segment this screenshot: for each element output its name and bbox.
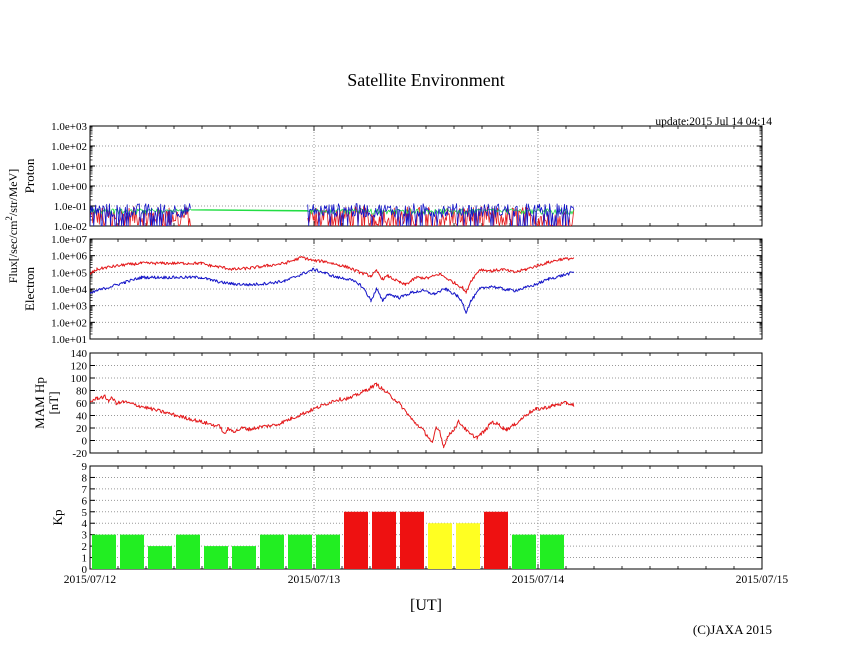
kp-bar (176, 534, 200, 569)
y-tick-label: 6 (82, 495, 88, 507)
plot-area (90, 203, 575, 226)
y-tick-label: 1.0e+01 (51, 161, 87, 173)
y-tick-label: 1.0e+03 (51, 301, 87, 313)
y-tick-label: 1.0e+03 (51, 121, 87, 133)
x-tick-label: 2015/07/13 (288, 574, 341, 586)
y-tick-label: 1.0e+02 (51, 141, 87, 153)
y-tick-label: 40 (76, 411, 88, 423)
y-tick-label: 4 (82, 518, 88, 530)
chart-title: Satellite Environment (347, 70, 504, 90)
x-axis-label: [UT] (410, 597, 442, 614)
x-tick-label: 2015/07/12 (64, 574, 117, 586)
kp-bar (540, 534, 564, 569)
kp-bar (512, 534, 536, 569)
y-tick-label: 1.0e+06 (51, 251, 87, 263)
update-timestamp: update:2015 Jul 14 04:14 (655, 116, 772, 128)
kp-bar (232, 546, 256, 569)
y-tick-label: 0 (82, 564, 88, 576)
panels-group: 1.0e-021.0e-011.0e+001.0e+011.0e+021.0e+… (22, 121, 788, 586)
y-tick-label: 0 (82, 436, 88, 448)
y-tick-label: 1.0e-02 (54, 221, 87, 233)
y-tick-label: 60 (76, 398, 88, 410)
y-tick-label: 1.0e+02 (51, 317, 87, 329)
kp-bar (428, 523, 452, 569)
y-tick-label: 1.0e+01 (51, 334, 87, 346)
y-tick-label: 1.0e+00 (51, 181, 87, 193)
y-tick-label: 5 (82, 507, 88, 519)
x-tick-label: 2015/07/15 (736, 574, 789, 586)
copyright: (C)JAXA 2015 (693, 622, 772, 637)
shared-y-label: Flux[/sec/cm2/str/MeV] (4, 169, 20, 283)
y-tick-label: 1.0e+07 (51, 234, 87, 246)
y-tick-label: 1 (82, 553, 88, 565)
y-axis-label: MAM Hp (32, 377, 47, 429)
panel-electron: 1.0e+01 1.0e+02 1.0e+03 1.0e+04 1.0e+05 1.0e+… (22, 234, 763, 346)
y-axis-label: Proton (22, 158, 37, 193)
y-axis-label: Kp (50, 510, 65, 526)
kp-bar (456, 523, 480, 569)
kp-bar (204, 546, 228, 569)
y-tick-label: 100 (71, 373, 88, 385)
y-tick-label: 9 (82, 461, 88, 473)
kp-bar (372, 511, 396, 569)
kp-bar (148, 546, 172, 569)
series-line-red (90, 382, 575, 449)
y-tick-label: 80 (76, 386, 88, 398)
y-tick-label: 2 (82, 541, 88, 553)
y-tick-label: 140 (71, 348, 88, 360)
y-tick-label: 7 (82, 484, 88, 496)
y-tick-label: 120 (71, 361, 88, 373)
y-tick-label: -20 (72, 448, 87, 460)
x-tick-label: 2015/07/14 (512, 574, 565, 586)
plot-area (90, 382, 575, 449)
y-axis-unit: [nT] (46, 391, 61, 414)
y-tick-label: 8 (82, 472, 88, 484)
y-axis-label: Electron (22, 266, 37, 311)
kp-bar (400, 511, 424, 569)
series-line-blue (90, 203, 575, 226)
panel-proton: 1.0e-02 1.0e-01 1.0e+00 1.0e+01 1.0e+02 1.0e+… (22, 121, 763, 233)
kp-bar (288, 534, 312, 569)
plot-area (90, 256, 575, 314)
kp-bar (484, 511, 508, 569)
kp-bar (120, 534, 144, 569)
kp-bar (92, 534, 116, 569)
y-tick-label: 3 (82, 530, 88, 542)
kp-bar (344, 511, 368, 569)
kp-bar (316, 534, 340, 569)
panel-frame (89, 125, 763, 227)
plot-area (92, 511, 564, 569)
series-line-blue (90, 267, 575, 314)
series-line-red (90, 256, 575, 294)
y-tick-label: 1.0e+04 (51, 284, 87, 296)
y-tick-label: 1.0e+05 (51, 267, 87, 279)
y-tick-label: 20 (76, 423, 88, 435)
y-tick-label: 1.0e-01 (54, 201, 87, 213)
kp-bar (260, 534, 284, 569)
